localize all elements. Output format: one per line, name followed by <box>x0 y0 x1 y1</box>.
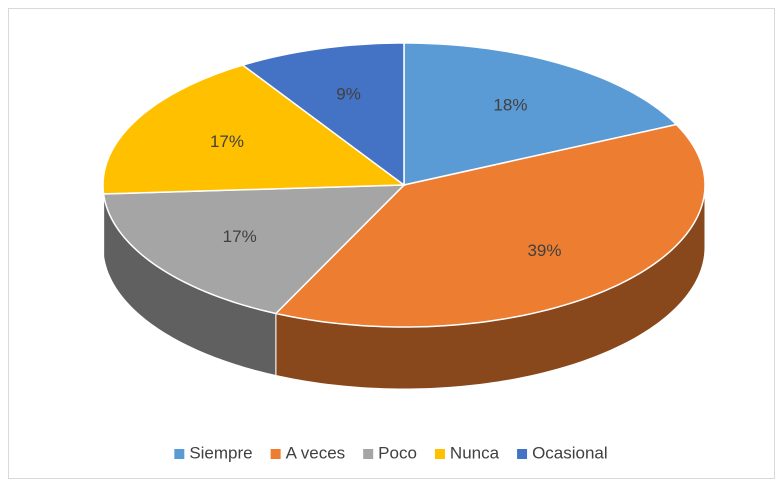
pie-slice <box>102 64 407 195</box>
legend-label: Nunca <box>450 443 500 462</box>
legend-label: A veces <box>286 443 346 462</box>
legend-label: Siempre <box>189 443 252 462</box>
legend-swatch <box>363 449 374 459</box>
data-label: 18% <box>493 95 527 114</box>
pie-slice <box>274 123 706 328</box>
pie-side <box>103 193 276 376</box>
legend-label: Ocasional <box>532 443 608 462</box>
data-label: 17% <box>223 227 257 246</box>
legend-label: Poco <box>378 443 417 462</box>
legend: Siempre A veces Poco Nunca Ocasional <box>174 443 608 462</box>
pie-slice <box>102 184 406 315</box>
pie-sides <box>102 184 706 390</box>
data-label: 39% <box>527 241 561 260</box>
pie-slice <box>241 42 405 187</box>
data-label: 9% <box>336 84 361 103</box>
legend-swatch <box>174 449 185 459</box>
legend-swatch <box>517 449 528 459</box>
data-label: 17% <box>210 132 244 151</box>
pie-slice <box>403 42 678 186</box>
legend-swatch <box>434 449 445 459</box>
pie-side <box>275 185 705 389</box>
legend-swatch <box>270 449 281 459</box>
